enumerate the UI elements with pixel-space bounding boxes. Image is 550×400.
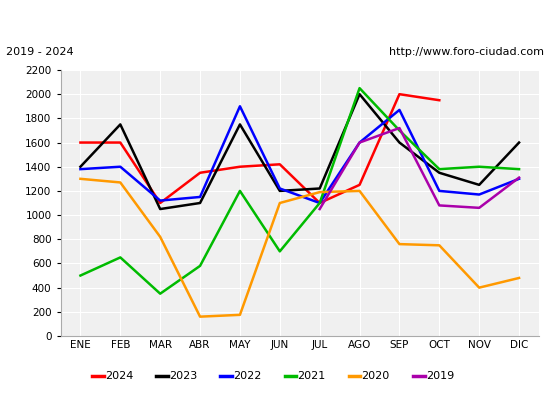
Text: Evolucion Nº Turistas Nacionales en el municipio de Belmez: Evolucion Nº Turistas Nacionales en el m… <box>76 12 474 26</box>
Text: 2020: 2020 <box>362 371 390 381</box>
Text: 2021: 2021 <box>298 371 326 381</box>
Text: 2024: 2024 <box>105 371 133 381</box>
Text: http://www.foro-ciudad.com: http://www.foro-ciudad.com <box>389 47 544 57</box>
Text: 2023: 2023 <box>169 371 197 381</box>
Text: 2022: 2022 <box>233 371 262 381</box>
Text: 2019 - 2024: 2019 - 2024 <box>6 47 73 57</box>
Text: 2019: 2019 <box>426 371 454 381</box>
